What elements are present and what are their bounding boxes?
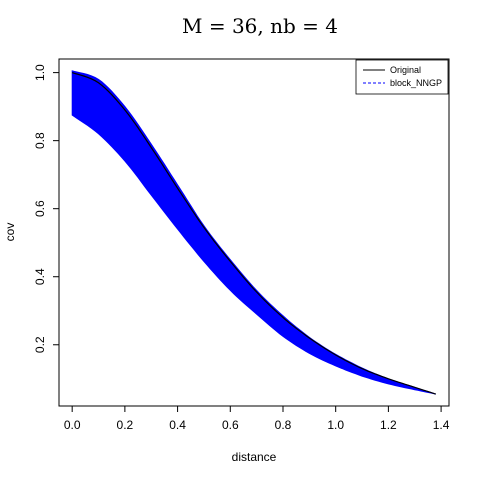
x-tick-label: 0.2	[117, 418, 134, 432]
legend: Original block_NNGP	[355, 59, 449, 95]
block-nngp-band	[71, 70, 436, 395]
y-tick-label: 0.4	[33, 268, 47, 285]
x-tick-label: 0.4	[169, 418, 186, 432]
y-tick-label: 1.0	[33, 64, 47, 81]
x-axis-label: distance	[232, 450, 277, 464]
y-tick-label: 0.8	[33, 132, 47, 149]
x-axis: 0.0 0.2 0.4 0.6 0.8 1.0 1.2 1.4	[64, 405, 450, 432]
legend-label: block_NNGP	[390, 78, 442, 88]
chart-title: M = 36, nb = 4	[182, 14, 338, 38]
y-axis-label: cov	[3, 223, 17, 242]
cov-line-layer	[72, 72, 436, 395]
original-line	[72, 72, 436, 395]
legend-label: Original	[390, 65, 421, 75]
x-tick-label: 0.8	[275, 418, 292, 432]
y-tick-label: 0.2	[33, 336, 47, 353]
x-tick-label: 1.4	[433, 418, 450, 432]
y-axis: 0.2 0.4 0.6 0.8 1.0	[33, 64, 60, 353]
y-tick-label: 0.6	[33, 200, 47, 217]
legend-box	[355, 59, 449, 95]
cov-band-layer	[71, 70, 436, 395]
x-tick-label: 0.0	[64, 418, 81, 432]
x-tick-label: 1.2	[380, 418, 397, 432]
x-tick-label: 1.0	[327, 418, 344, 432]
x-tick-label: 0.6	[222, 418, 239, 432]
